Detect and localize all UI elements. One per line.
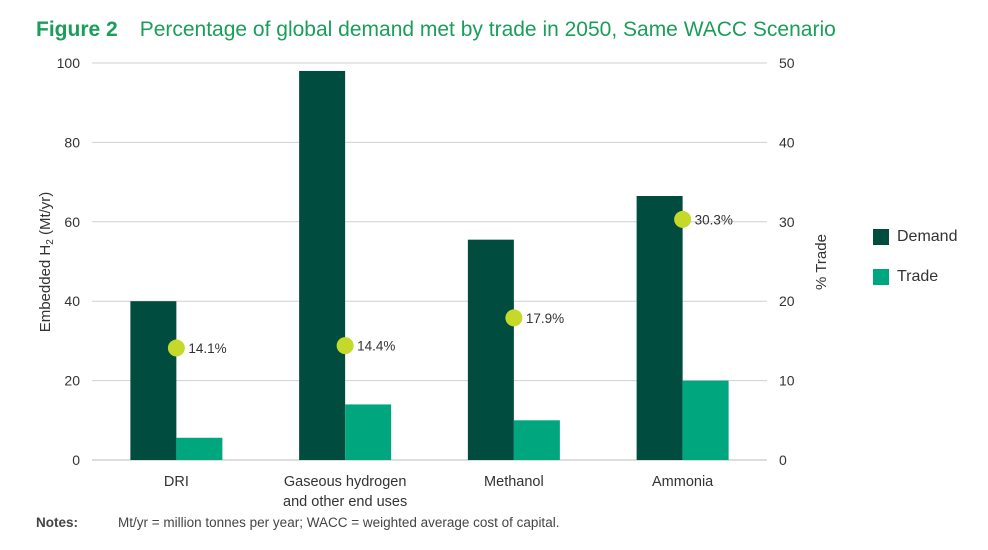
legend-swatch-trade bbox=[873, 269, 889, 285]
trade-percent-markers: 14.1% 14.4% 17.9% 30.3% bbox=[167, 210, 733, 357]
trade-percent-marker bbox=[674, 210, 692, 228]
y2-tick-label: 10 bbox=[779, 373, 795, 389]
trade-percent-marker bbox=[505, 309, 523, 327]
axis-ticks: 0 20 40 60 80 100 0 10 20 30 40 50 bbox=[57, 55, 795, 468]
bar-demand bbox=[299, 70, 346, 460]
figure-title: Figure 2 Percentage of global demand met … bbox=[36, 18, 836, 42]
y-axis-title: Embedded H2 (Mt/yr) bbox=[37, 192, 56, 333]
bar-demand bbox=[636, 195, 683, 460]
y2-tick-label: 40 bbox=[779, 134, 795, 150]
bar-trade bbox=[682, 380, 729, 460]
trade-percent-label: 14.1% bbox=[188, 341, 226, 356]
trade-percent-label: 30.3% bbox=[695, 212, 733, 227]
legend-swatch-demand bbox=[873, 229, 889, 245]
legend: Demand Trade bbox=[873, 226, 957, 306]
notes-text: Mt/yr = million tonnes per year; WACC = … bbox=[118, 515, 560, 530]
notes-label: Notes: bbox=[36, 515, 79, 530]
category-label: Ammonia bbox=[652, 474, 714, 490]
trade-percent-marker bbox=[167, 339, 185, 357]
bar-trade bbox=[345, 404, 392, 460]
legend-item-trade: Trade bbox=[873, 266, 957, 288]
y2-axis-title: % Trade bbox=[813, 234, 830, 290]
y-tick-label: 80 bbox=[64, 134, 80, 150]
bar-trade bbox=[513, 420, 560, 460]
category-label: DRI bbox=[164, 474, 189, 490]
y2-tick-label: 50 bbox=[779, 55, 795, 71]
y-tick-label: 40 bbox=[64, 293, 80, 309]
category-labels: DRI Gaseous hydrogen and other end uses Met… bbox=[164, 474, 714, 510]
y2-tick-label: 0 bbox=[779, 452, 787, 468]
category-label: and other end uses bbox=[283, 494, 407, 510]
y-tick-label: 0 bbox=[72, 452, 80, 468]
figure-title-text: Percentage of global demand met by trade… bbox=[139, 18, 836, 41]
category-label: Methanol bbox=[484, 474, 544, 490]
y-tick-label: 60 bbox=[64, 214, 80, 230]
legend-label-trade: Trade bbox=[897, 268, 939, 285]
y2-tick-label: 30 bbox=[779, 214, 795, 230]
trade-percent-label: 17.9% bbox=[526, 311, 564, 326]
legend-item-demand: Demand bbox=[873, 226, 957, 248]
y-tick-label: 100 bbox=[57, 55, 81, 71]
category-label: Gaseous hydrogen bbox=[284, 474, 407, 490]
trade-percent-marker bbox=[336, 337, 354, 355]
bar-demand bbox=[130, 301, 177, 460]
y-tick-label: 20 bbox=[64, 373, 80, 389]
figure-label: Figure 2 bbox=[36, 18, 118, 41]
legend-label-demand: Demand bbox=[897, 228, 958, 245]
bar-demand bbox=[467, 239, 514, 460]
trade-percent-label: 14.4% bbox=[357, 339, 395, 354]
y2-tick-label: 20 bbox=[779, 293, 795, 309]
notes: Notes: Mt/yr = million tonnes per year; W… bbox=[36, 515, 559, 530]
bars bbox=[130, 70, 729, 460]
bar-trade bbox=[176, 437, 223, 460]
